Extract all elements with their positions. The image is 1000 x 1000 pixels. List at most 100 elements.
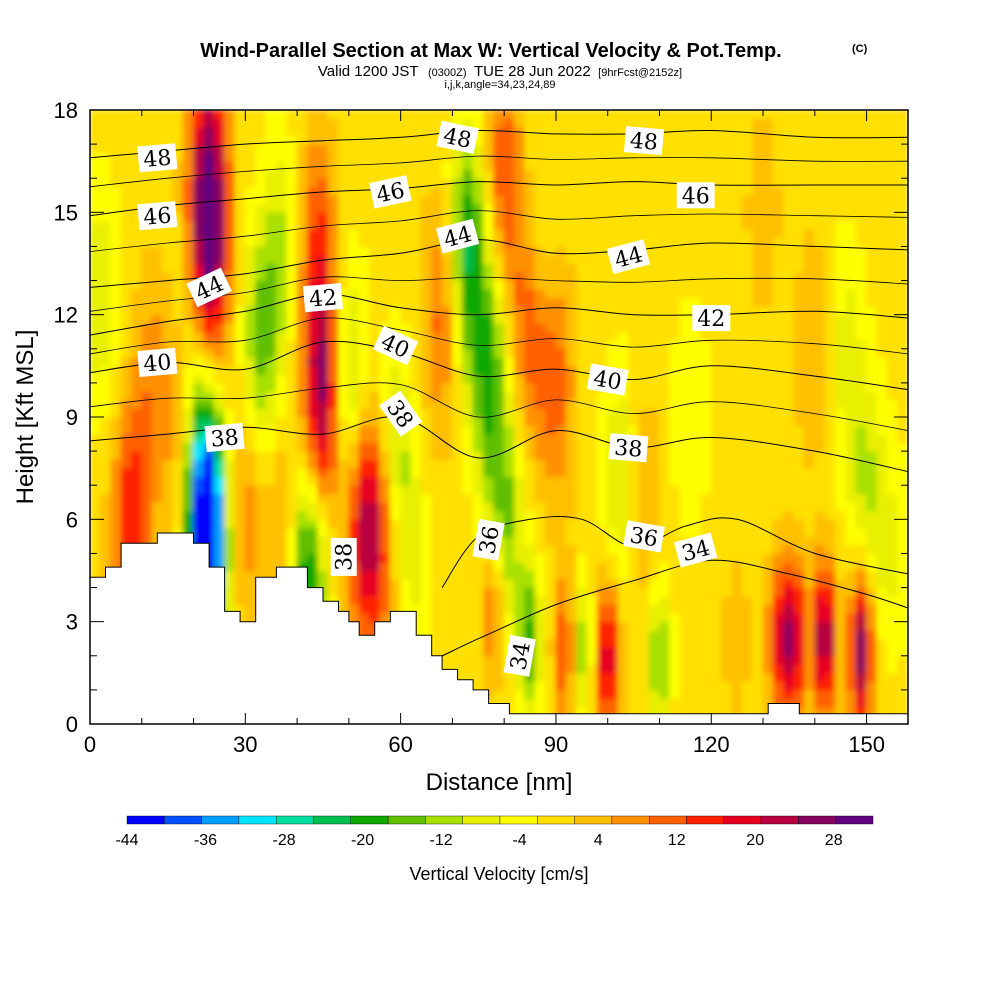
velocity-cell — [700, 211, 712, 222]
velocity-cell — [690, 476, 702, 486]
velocity-cell — [431, 194, 443, 205]
velocity-cell — [752, 126, 764, 137]
velocity-cell — [617, 220, 629, 230]
velocity-cell — [721, 228, 733, 239]
velocity-cell — [617, 135, 629, 145]
velocity-cell — [358, 237, 371, 247]
velocity-cell — [265, 510, 277, 520]
velocity-cell — [462, 663, 474, 674]
velocity-cell — [286, 331, 298, 341]
velocity-cell — [493, 510, 505, 520]
velocity-cell — [99, 407, 112, 418]
velocity-cell — [721, 604, 733, 614]
velocity-cell — [193, 348, 205, 358]
velocity-cell — [161, 305, 174, 316]
velocity-cell — [700, 450, 712, 461]
velocity-cell — [721, 356, 733, 367]
velocity-cell — [296, 510, 308, 520]
velocity-cell — [369, 399, 381, 409]
velocity-cell — [99, 450, 112, 461]
velocity-cell — [721, 118, 733, 128]
velocity-cell — [161, 228, 174, 239]
velocity-cell — [617, 689, 629, 699]
velocity-cell — [431, 126, 443, 137]
velocity-cell — [524, 356, 536, 367]
velocity-cell — [265, 399, 277, 409]
velocity-cell — [348, 527, 360, 537]
velocity-cell — [275, 399, 288, 409]
velocity-cell — [524, 493, 536, 503]
velocity-cell — [741, 365, 754, 375]
velocity-cell — [431, 587, 443, 597]
velocity-cell — [358, 399, 371, 409]
velocity-cell — [648, 493, 660, 503]
velocity-cell — [576, 552, 588, 563]
velocity-cell — [793, 194, 805, 205]
velocity-cell — [130, 339, 143, 350]
velocity-cell — [327, 169, 340, 179]
velocity-cell — [275, 160, 288, 171]
velocity-cell — [752, 552, 764, 563]
velocity-cell — [472, 450, 484, 461]
velocity-cell — [379, 245, 391, 256]
velocity-cell — [120, 118, 132, 128]
velocity-cell — [90, 271, 101, 282]
velocity-cell — [265, 348, 277, 358]
velocity-cell — [741, 143, 754, 154]
velocity-cell — [576, 587, 588, 597]
velocity-cell — [783, 237, 795, 247]
velocity-cell — [669, 459, 681, 469]
velocity-cell — [379, 152, 391, 162]
velocity-cell — [338, 237, 350, 247]
velocity-cell — [576, 152, 588, 162]
velocity-cell — [441, 450, 453, 461]
velocity-cell — [348, 459, 360, 469]
velocity-cell — [182, 356, 195, 367]
velocity-cell — [586, 211, 598, 222]
velocity-cell — [306, 570, 319, 580]
velocity-cell — [338, 263, 350, 273]
velocity-cell — [379, 390, 391, 401]
velocity-cell — [410, 390, 422, 401]
velocity-cell — [265, 322, 277, 333]
velocity-cell — [565, 672, 578, 682]
velocity-cell — [141, 305, 153, 316]
velocity-cell — [576, 314, 588, 324]
velocity-cell — [224, 228, 236, 239]
velocity-cell — [317, 552, 329, 563]
velocity-cell — [151, 467, 163, 478]
velocity-cell — [110, 143, 122, 154]
velocity-cell — [431, 254, 443, 264]
velocity-cell — [607, 280, 619, 290]
velocity-cell — [565, 288, 578, 299]
velocity-cell — [482, 271, 495, 282]
velocity-cell — [638, 194, 650, 205]
velocity-cell — [648, 646, 660, 657]
velocity-cell — [389, 459, 402, 469]
velocity-cell — [555, 314, 567, 324]
velocity-cell — [772, 280, 785, 290]
velocity-cell — [607, 518, 619, 529]
velocity-cell — [565, 510, 578, 520]
velocity-cell — [420, 587, 433, 597]
velocity-cell — [752, 442, 764, 452]
velocity-cell — [627, 476, 640, 486]
velocity-cell — [679, 228, 692, 239]
velocity-cell — [545, 467, 557, 478]
velocity-cell — [317, 416, 329, 427]
velocity-cell — [120, 356, 132, 367]
velocity-cell — [710, 356, 723, 367]
velocity-cell — [389, 118, 402, 128]
velocity-cell — [576, 407, 588, 418]
velocity-cell — [224, 263, 236, 273]
velocity-cell — [472, 177, 484, 188]
velocity-cell — [586, 245, 598, 256]
velocity-cell — [172, 390, 184, 401]
velocity-cell — [793, 433, 805, 444]
velocity-cell — [120, 110, 132, 120]
velocity-cell — [772, 322, 785, 333]
velocity-cell — [700, 663, 712, 674]
velocity-cell — [690, 484, 702, 495]
velocity-cell — [576, 706, 588, 716]
velocity-cell — [731, 245, 743, 256]
